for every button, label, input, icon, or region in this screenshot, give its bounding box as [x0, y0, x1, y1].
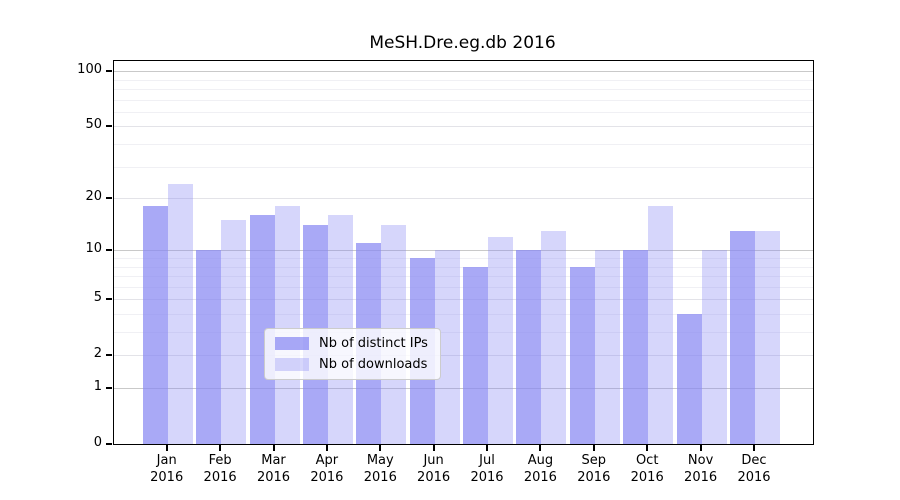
bar-downloads-mar [274, 206, 300, 444]
gridline-50 [114, 126, 813, 128]
bar-distinct-ips-oct [623, 250, 649, 444]
y-tick-label-0: 0 [93, 435, 102, 450]
bar-distinct-ips-sep [569, 266, 595, 444]
bar-distinct-ips-nov [676, 314, 702, 444]
x-tick-label-apr: Apr 2016 [310, 453, 344, 485]
y-tick-mark-5 [106, 297, 112, 300]
x-tick-mark-sep [592, 445, 595, 451]
gridline-9 [114, 258, 813, 259]
x-tick-label-dec: Dec 2016 [737, 453, 771, 485]
y-tick-mark-10 [106, 248, 112, 251]
bar-distinct-ips-feb [196, 250, 222, 444]
x-tick-mark-may [379, 445, 382, 451]
x-tick-mark-dec [753, 445, 755, 451]
x-tick-mark-aug [539, 445, 542, 451]
x-tick-label-aug: Aug 2016 [523, 453, 557, 485]
x-tick-label-may: May 2016 [363, 453, 397, 485]
gridline-80 [114, 89, 813, 90]
x-tick-label-jan: Jan 2016 [150, 453, 184, 485]
x-tick-mark-oct [646, 445, 649, 451]
x-tick-mark-jul [486, 445, 488, 451]
bar-distinct-ips-jul [463, 266, 488, 444]
y-tick-label-10: 10 [85, 241, 102, 257]
x-tick-mark-apr [325, 445, 328, 451]
plot-area [113, 60, 814, 445]
bar-distinct-ips-jan [142, 206, 168, 444]
x-tick-mark-jan [165, 445, 168, 451]
y-tick-mark-1 [106, 386, 112, 389]
y-tick-label-5: 5 [93, 290, 102, 306]
bar-downloads-oct [648, 206, 674, 444]
x-tick-label-feb: Feb 2016 [203, 453, 237, 485]
y-tick-label-20: 20 [85, 189, 102, 205]
legend-label-downloads: Nb of downloads [319, 357, 428, 372]
gridline-30 [114, 166, 813, 168]
bar-downloads-sep [594, 250, 620, 444]
gridline-10 [114, 250, 813, 252]
y-tick-mark-100 [106, 69, 112, 72]
gridline-70 [114, 99, 813, 101]
y-tick-label-100: 100 [77, 62, 102, 78]
x-tick-label-jul: Jul 2016 [470, 453, 504, 485]
gridline-40 [114, 144, 813, 145]
legend-label-distinct-ips: Nb of distinct IPs [319, 336, 428, 351]
x-tick-label-nov: Nov 2016 [684, 453, 718, 485]
legend: Nb of distinct IPs Nb of downloads [264, 328, 441, 380]
gridline-20 [114, 198, 813, 200]
y-tick-label-1: 1 [93, 379, 102, 394]
y-tick-mark-0 [106, 442, 112, 445]
bar-downloads-dec [755, 230, 780, 444]
x-tick-mark-feb [219, 445, 222, 451]
bar-downloads-feb [221, 220, 247, 444]
legend-swatch-distinct-ips [275, 337, 309, 350]
legend-item-distinct-ips: Nb of distinct IPs [275, 336, 428, 351]
legend-swatch-downloads [275, 358, 309, 371]
x-tick-label-mar: Mar 2016 [256, 453, 291, 485]
y-tick-mark-2 [106, 353, 112, 356]
bar-downloads-jul [488, 236, 513, 444]
x-tick-mark-mar [272, 445, 275, 451]
y-tick-mark-50 [106, 124, 112, 127]
bar-distinct-ips-dec [730, 230, 755, 444]
bar-downloads-nov [701, 250, 727, 444]
x-tick-label-oct: Oct 2016 [630, 453, 664, 485]
chart-title: MeSH.Dre.eg.db 2016 [369, 33, 556, 53]
y-tick-label-2: 2 [93, 346, 102, 362]
bar-distinct-ips-aug [516, 250, 542, 444]
bar-downloads-jan [167, 184, 193, 444]
x-tick-label-sep: Sep 2016 [577, 453, 611, 485]
gridline-100 [114, 71, 813, 73]
gridline-90 [114, 79, 813, 81]
legend-item-downloads: Nb of downloads [275, 357, 428, 372]
x-tick-label-jun: Jun 2016 [417, 453, 451, 485]
y-tick-mark-20 [106, 196, 112, 199]
bar-downloads-aug [541, 230, 567, 444]
gridline-60 [114, 111, 813, 113]
y-tick-label-50: 50 [85, 117, 102, 133]
x-tick-mark-jun [432, 445, 435, 451]
x-tick-mark-nov [699, 445, 702, 451]
